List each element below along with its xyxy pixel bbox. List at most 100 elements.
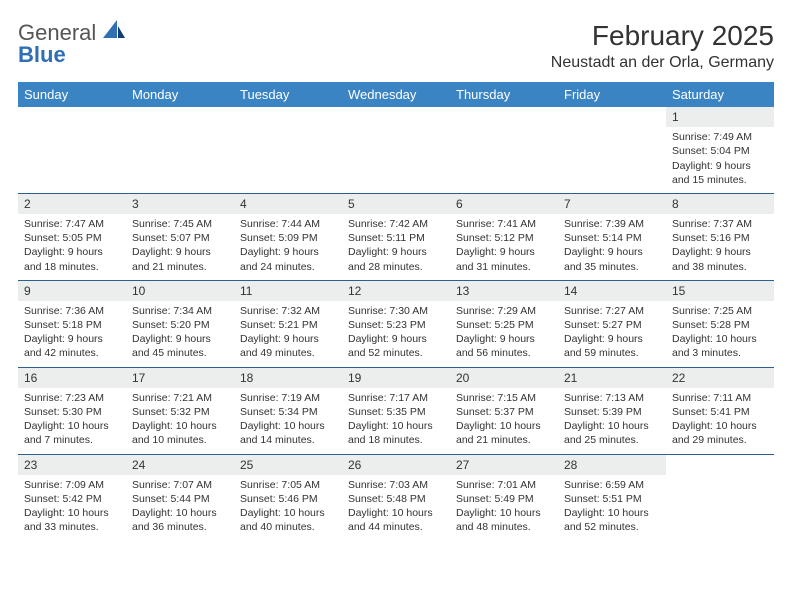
calendar-day-cell <box>18 107 126 193</box>
calendar-day-cell: 25Sunrise: 7:05 AMSunset: 5:46 PMDayligh… <box>234 454 342 540</box>
calendar-day-cell: 11Sunrise: 7:32 AMSunset: 5:21 PMDayligh… <box>234 280 342 367</box>
day-detail-line: Sunrise: 7:23 AM <box>24 391 120 405</box>
calendar-week-row: 16Sunrise: 7:23 AMSunset: 5:30 PMDayligh… <box>18 367 774 454</box>
day-detail-line: Sunrise: 7:27 AM <box>564 304 660 318</box>
calendar-day-cell: 23Sunrise: 7:09 AMSunset: 5:42 PMDayligh… <box>18 454 126 540</box>
day-number: 23 <box>18 455 126 475</box>
day-number: 9 <box>18 281 126 301</box>
day-header: Friday <box>558 82 666 107</box>
day-detail-line: Sunset: 5:37 PM <box>456 405 552 419</box>
day-number: 12 <box>342 281 450 301</box>
day-detail-line: Sunrise: 7:01 AM <box>456 478 552 492</box>
day-detail-line: Sunset: 5:35 PM <box>348 405 444 419</box>
day-detail-line: Sunrise: 7:41 AM <box>456 217 552 231</box>
day-detail-line: Sunrise: 7:34 AM <box>132 304 228 318</box>
day-detail-line: Sunrise: 7:25 AM <box>672 304 768 318</box>
day-header-row: Sunday Monday Tuesday Wednesday Thursday… <box>18 82 774 107</box>
day-detail-line: Daylight: 9 hours and 49 minutes. <box>240 332 336 360</box>
location-label: Neustadt an der Orla, Germany <box>551 54 774 72</box>
day-detail-line: Sunset: 5:28 PM <box>672 318 768 332</box>
day-number: 6 <box>450 194 558 214</box>
day-number: 22 <box>666 368 774 388</box>
calendar-day-cell: 6Sunrise: 7:41 AMSunset: 5:12 PMDaylight… <box>450 193 558 280</box>
day-detail-line: Daylight: 10 hours and 29 minutes. <box>672 419 768 447</box>
calendar-day-cell <box>342 107 450 193</box>
calendar-week-row: 2Sunrise: 7:47 AMSunset: 5:05 PMDaylight… <box>18 193 774 280</box>
day-detail-line: Sunset: 5:05 PM <box>24 231 120 245</box>
day-detail-line: Sunset: 5:46 PM <box>240 492 336 506</box>
day-detail-line: Sunset: 5:51 PM <box>564 492 660 506</box>
day-detail-line: Sunset: 5:48 PM <box>348 492 444 506</box>
day-detail-line: Sunset: 5:25 PM <box>456 318 552 332</box>
calendar-day-cell <box>558 107 666 193</box>
day-detail-line: Daylight: 10 hours and 48 minutes. <box>456 506 552 534</box>
day-number: 7 <box>558 194 666 214</box>
day-detail-line: Sunset: 5:11 PM <box>348 231 444 245</box>
calendar-day-cell <box>666 454 774 540</box>
calendar-day-cell: 10Sunrise: 7:34 AMSunset: 5:20 PMDayligh… <box>126 280 234 367</box>
calendar-day-cell: 8Sunrise: 7:37 AMSunset: 5:16 PMDaylight… <box>666 193 774 280</box>
day-number: 18 <box>234 368 342 388</box>
day-detail-line: Daylight: 9 hours and 28 minutes. <box>348 245 444 273</box>
calendar-day-cell: 2Sunrise: 7:47 AMSunset: 5:05 PMDaylight… <box>18 193 126 280</box>
page-header: General Blue February 2025 Neustadt an d… <box>18 20 774 72</box>
day-detail-line: Daylight: 10 hours and 40 minutes. <box>240 506 336 534</box>
calendar-week-row: 23Sunrise: 7:09 AMSunset: 5:42 PMDayligh… <box>18 454 774 540</box>
day-detail-line: Sunset: 5:32 PM <box>132 405 228 419</box>
day-number: 16 <box>18 368 126 388</box>
day-detail-line: Sunrise: 7:45 AM <box>132 217 228 231</box>
calendar-day-cell: 3Sunrise: 7:45 AMSunset: 5:07 PMDaylight… <box>126 193 234 280</box>
day-detail-line: Sunrise: 7:37 AM <box>672 217 768 231</box>
day-detail-line: Daylight: 10 hours and 52 minutes. <box>564 506 660 534</box>
day-detail-line: Sunrise: 7:36 AM <box>24 304 120 318</box>
day-detail-line: Daylight: 9 hours and 45 minutes. <box>132 332 228 360</box>
day-detail-line: Daylight: 9 hours and 31 minutes. <box>456 245 552 273</box>
calendar-day-cell: 1Sunrise: 7:49 AMSunset: 5:04 PMDaylight… <box>666 107 774 193</box>
day-header: Sunday <box>18 82 126 107</box>
calendar-day-cell: 24Sunrise: 7:07 AMSunset: 5:44 PMDayligh… <box>126 454 234 540</box>
day-detail-line: Sunset: 5:09 PM <box>240 231 336 245</box>
day-number: 4 <box>234 194 342 214</box>
day-detail-line: Daylight: 10 hours and 36 minutes. <box>132 506 228 534</box>
day-header: Monday <box>126 82 234 107</box>
day-number: 15 <box>666 281 774 301</box>
day-detail-line: Daylight: 9 hours and 56 minutes. <box>456 332 552 360</box>
day-header: Wednesday <box>342 82 450 107</box>
calendar-day-cell: 9Sunrise: 7:36 AMSunset: 5:18 PMDaylight… <box>18 280 126 367</box>
day-detail-line: Daylight: 10 hours and 14 minutes. <box>240 419 336 447</box>
day-number: 8 <box>666 194 774 214</box>
day-detail-line: Sunrise: 7:13 AM <box>564 391 660 405</box>
day-detail-line: Daylight: 9 hours and 21 minutes. <box>132 245 228 273</box>
day-number: 19 <box>342 368 450 388</box>
logo: General Blue <box>18 20 125 67</box>
calendar-day-cell: 13Sunrise: 7:29 AMSunset: 5:25 PMDayligh… <box>450 280 558 367</box>
day-detail-line: Sunset: 5:41 PM <box>672 405 768 419</box>
day-number: 27 <box>450 455 558 475</box>
day-detail-line: Sunrise: 7:47 AM <box>24 217 120 231</box>
day-number: 1 <box>666 107 774 127</box>
calendar-week-row: 9Sunrise: 7:36 AMSunset: 5:18 PMDaylight… <box>18 280 774 367</box>
calendar-day-cell: 19Sunrise: 7:17 AMSunset: 5:35 PMDayligh… <box>342 367 450 454</box>
day-detail-line: Daylight: 9 hours and 18 minutes. <box>24 245 120 273</box>
calendar-day-cell <box>234 107 342 193</box>
day-detail-line: Daylight: 9 hours and 38 minutes. <box>672 245 768 273</box>
day-number: 21 <box>558 368 666 388</box>
day-detail-line: Sunrise: 7:11 AM <box>672 391 768 405</box>
day-number: 20 <box>450 368 558 388</box>
day-number: 17 <box>126 368 234 388</box>
day-detail-line: Sunset: 5:21 PM <box>240 318 336 332</box>
day-detail-line: Daylight: 9 hours and 59 minutes. <box>564 332 660 360</box>
day-detail-line: Daylight: 10 hours and 44 minutes. <box>348 506 444 534</box>
day-detail-line: Sunrise: 7:17 AM <box>348 391 444 405</box>
day-detail-line: Sunset: 5:07 PM <box>132 231 228 245</box>
calendar-day-cell: 12Sunrise: 7:30 AMSunset: 5:23 PMDayligh… <box>342 280 450 367</box>
day-detail-line: Sunset: 5:14 PM <box>564 231 660 245</box>
day-detail-line: Sunrise: 7:32 AM <box>240 304 336 318</box>
day-detail-line: Sunrise: 7:03 AM <box>348 478 444 492</box>
calendar-day-cell: 5Sunrise: 7:42 AMSunset: 5:11 PMDaylight… <box>342 193 450 280</box>
calendar-day-cell: 7Sunrise: 7:39 AMSunset: 5:14 PMDaylight… <box>558 193 666 280</box>
day-detail-line: Daylight: 9 hours and 42 minutes. <box>24 332 120 360</box>
day-detail-line: Sunset: 5:34 PM <box>240 405 336 419</box>
calendar-day-cell <box>450 107 558 193</box>
day-detail-line: Daylight: 9 hours and 35 minutes. <box>564 245 660 273</box>
